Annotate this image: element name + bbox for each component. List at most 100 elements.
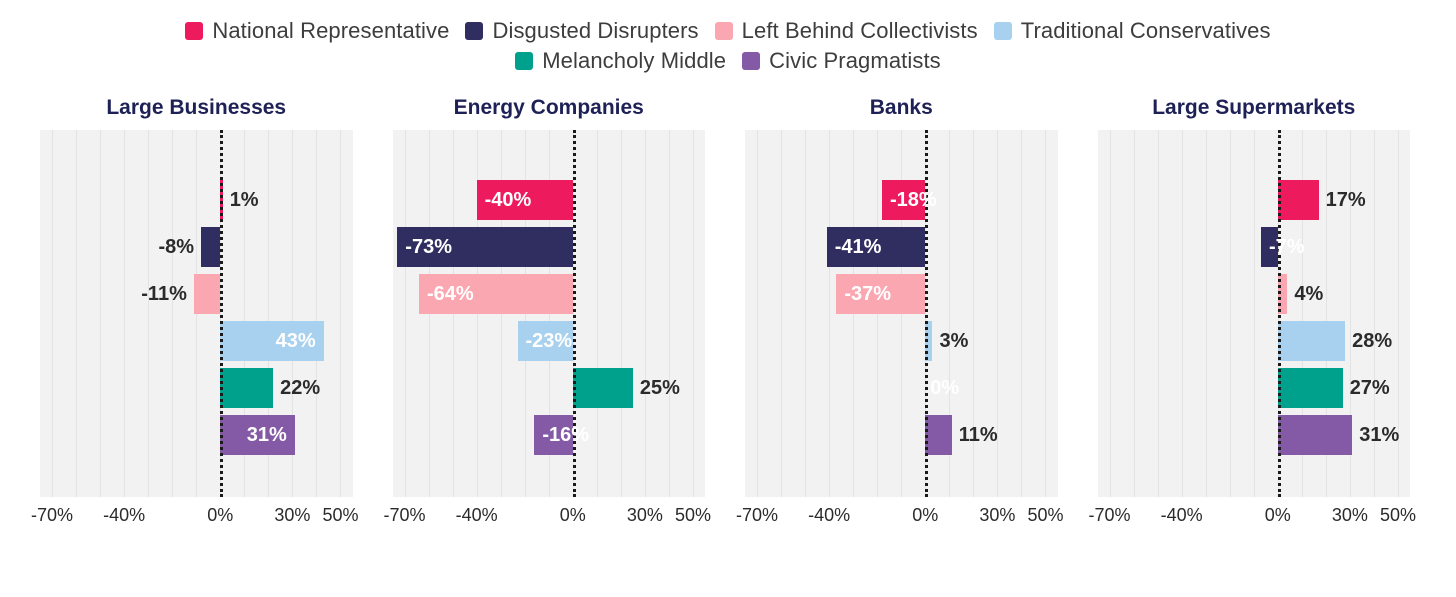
x-axis-tick-label: 30% — [626, 505, 663, 525]
legend-swatch-icon — [714, 22, 733, 40]
bar-national-representative — [476, 180, 573, 220]
gridline — [52, 130, 54, 497]
value-label: 31% — [1359, 424, 1400, 446]
value-label: -18% — [890, 189, 937, 211]
x-axis-tick-label: -40% — [103, 505, 146, 525]
charts-row: Large Businesses 1% -8% -11% 43% 22% 31% -70% -4… — [0, 74, 1456, 531]
legend: National Representative Disgusted Disrupt… — [0, 0, 1456, 74]
legend-swatch-icon — [993, 22, 1012, 40]
gridline — [100, 130, 102, 497]
value-label: 22% — [280, 377, 321, 399]
bar-national-representative — [882, 180, 926, 220]
bar-traditional-conservatives — [517, 321, 573, 361]
gridline — [1253, 130, 1255, 497]
value-label: 4% — [1294, 283, 1324, 305]
bar-left-behind-collectivists — [193, 274, 221, 314]
gridline — [1349, 130, 1351, 497]
panel-title: Energy Companies — [453, 96, 644, 119]
gridline — [292, 130, 294, 497]
legend-label: Left Behind Collectivists — [741, 18, 978, 43]
legend-item: Civic Pragmatists — [742, 48, 941, 74]
x-axis-tick-label: -70% — [383, 505, 426, 525]
legend-label: Traditional Conservatives — [1020, 18, 1271, 43]
value-label: -7% — [1268, 236, 1305, 258]
gridline — [829, 130, 831, 497]
value-label: -23% — [525, 330, 573, 352]
gridline — [268, 130, 270, 497]
gridline — [124, 130, 126, 497]
value-label: 11% — [958, 424, 998, 446]
gridline — [76, 130, 78, 497]
gridline — [1373, 130, 1375, 497]
x-axis-tick-label: 0% — [912, 505, 939, 525]
x-axis-tick-label: -70% — [1088, 505, 1131, 525]
legend-label: Melancholy Middle — [542, 48, 727, 73]
legend-label: National Representative — [212, 18, 450, 43]
bar-civic-pragmatists — [1277, 415, 1353, 455]
bar-disgusted-disrupters — [1260, 227, 1278, 267]
value-label: 0% — [930, 377, 960, 399]
x-axis-tick-label: -40% — [455, 505, 498, 525]
x-axis: -70% -40% 0% 30% 50% — [736, 497, 1063, 531]
x-axis-tick-label: -70% — [31, 505, 74, 525]
x-axis-tick-label: 0% — [559, 505, 586, 525]
value-label: -11% — [141, 283, 187, 305]
chart-panel: Large Businesses 1% -8% -11% 43% 22% 31% -70% -4… — [31, 96, 358, 531]
gridline — [805, 130, 807, 497]
gridline — [1157, 130, 1159, 497]
legend-swatch-icon — [465, 22, 484, 40]
gridline — [1021, 130, 1023, 497]
x-axis-tick-label: 50% — [322, 505, 359, 525]
gridline — [244, 130, 246, 497]
value-label: 31% — [246, 424, 287, 446]
x-axis-tick-label: 0% — [207, 505, 234, 525]
bar-traditional-conservatives — [1277, 321, 1346, 361]
gridline — [1229, 130, 1231, 497]
gridline — [172, 130, 174, 497]
bar-melancholy-middle — [1277, 368, 1343, 408]
bar-left-behind-collectivists — [836, 274, 926, 314]
value-label: 25% — [639, 377, 680, 399]
x-axis: -70% -40% 0% 30% 50% — [1089, 497, 1416, 531]
bar-civic-pragmatists — [925, 415, 952, 455]
gridline — [781, 130, 783, 497]
legend-item: Disgusted Disrupters — [465, 18, 699, 44]
bar-melancholy-middle — [572, 368, 633, 408]
chart-panel: Energy Companies -40% -73% -64% -23% 25% -16% -… — [384, 96, 711, 531]
bar-national-representative — [1277, 180, 1319, 220]
legend-row: National Representative Disgusted Disrupt… — [185, 18, 1271, 44]
zero-line — [925, 130, 929, 497]
x-axis: -70% -40% 0% 30% 50% — [31, 497, 358, 531]
value-label: -8% — [158, 236, 195, 258]
value-label: -64% — [426, 283, 474, 305]
gridline — [1301, 130, 1303, 497]
zero-line — [220, 130, 224, 497]
legend-item: National Representative — [185, 18, 449, 44]
legend-swatch-icon — [185, 22, 204, 40]
gridline — [997, 130, 999, 497]
value-label: -41% — [834, 236, 882, 258]
legend-label: Civic Pragmatists — [769, 48, 941, 73]
x-axis-tick-label: -40% — [808, 505, 851, 525]
x-axis-tick-label: -70% — [736, 505, 779, 525]
plot-area: -18% -41% -37% 3% 0% 11% — [745, 130, 1058, 497]
zero-line — [572, 130, 576, 497]
plot-area: -40% -73% -64% -23% 25% -16% — [392, 130, 705, 497]
panel-title: Banks — [869, 96, 933, 119]
bar-traditional-conservatives — [220, 321, 324, 361]
panel-title: Large Supermarkets — [1152, 96, 1356, 119]
gridline — [973, 130, 975, 497]
gridline — [1045, 130, 1047, 497]
bar-civic-pragmatists — [534, 415, 573, 455]
legend-swatch-icon — [742, 52, 761, 70]
bar-disgusted-disrupters — [397, 227, 573, 267]
legend-item: Traditional Conservatives — [993, 18, 1271, 44]
gridline — [1325, 130, 1327, 497]
chart-panel: Large Supermarkets 17% -7% 4% 28% 27% 31% -70% -… — [1089, 96, 1416, 531]
value-label: -16% — [542, 424, 590, 446]
gridline — [148, 130, 150, 497]
legend-item: Left Behind Collectivists — [714, 18, 978, 44]
gridline — [668, 130, 670, 497]
bar-civic-pragmatists — [220, 415, 295, 455]
zero-line — [1277, 130, 1281, 497]
